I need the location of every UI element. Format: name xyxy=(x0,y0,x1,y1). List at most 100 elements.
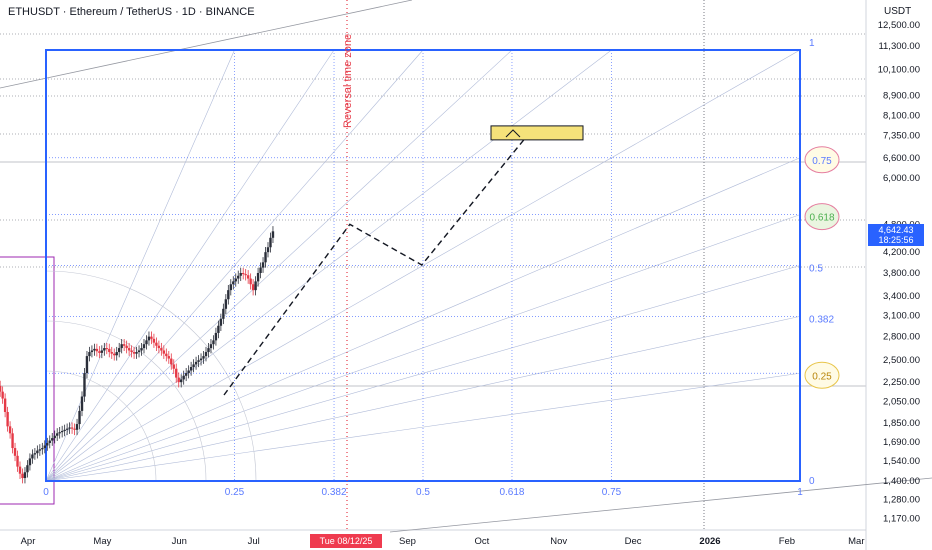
candle-body xyxy=(120,344,123,349)
candle-body xyxy=(70,427,74,429)
candle-body xyxy=(11,433,14,449)
fan-arc xyxy=(45,270,257,482)
price-axis[interactable]: 12,500.00 11,300.00 10,100.00 8,900.00 8,100… xyxy=(878,20,920,524)
fib-level-labels: 0 0.25 0.382 0.5 0.618 0.75 1 1 0.75 0.618 0.5 0.38… xyxy=(43,38,840,498)
candle-body xyxy=(246,275,250,279)
time-axis[interactable]: AprMayJunJulAugSepOctNovDec2026FebMar xyxy=(21,536,865,547)
candle-body xyxy=(239,273,242,276)
candle-body xyxy=(155,342,158,346)
candle-body xyxy=(222,308,225,319)
candle-body xyxy=(21,473,24,479)
candle-body xyxy=(63,429,66,431)
fib-fan-lines xyxy=(45,49,801,482)
fan-line xyxy=(45,49,424,482)
candle-body xyxy=(75,424,79,430)
trend-line xyxy=(0,0,413,89)
time-tick-label: Oct xyxy=(474,536,489,547)
price-tick-label: 1,540.00 xyxy=(883,456,920,467)
fan-line xyxy=(45,49,513,482)
fan-arc xyxy=(45,370,157,482)
reversal-time-zone: Reversal time zone xyxy=(342,0,354,530)
time-tick-label: Sep xyxy=(399,536,416,547)
candle-body xyxy=(209,344,213,349)
fib-label-circle xyxy=(804,203,840,231)
candle-body xyxy=(110,352,113,354)
trend-line xyxy=(389,477,932,533)
time-tick-label: Apr xyxy=(21,536,36,547)
candle-body xyxy=(23,472,27,479)
candle-body xyxy=(18,466,22,474)
price-tick-label: 3,800.00 xyxy=(883,268,920,279)
candle-body xyxy=(135,352,138,354)
candle-body xyxy=(234,278,237,282)
candle-body xyxy=(65,428,69,430)
last-price-tag: 4,642.43 18:25:56 xyxy=(868,224,924,246)
candle-body xyxy=(88,352,91,357)
fib-price-label: 1 xyxy=(809,38,815,49)
price-tick-label: 1,280.00 xyxy=(883,495,920,506)
candle-body xyxy=(162,350,166,354)
candle-body xyxy=(271,231,275,238)
candle-body xyxy=(33,453,37,455)
candle-body xyxy=(167,356,170,359)
candle-body xyxy=(147,336,151,341)
candle-body xyxy=(115,352,118,356)
price-tick-label: 2,050.00 xyxy=(883,397,920,408)
fib-box-outline xyxy=(45,49,801,482)
candle-body xyxy=(266,247,270,253)
candle-body xyxy=(118,348,121,353)
candle-body xyxy=(28,458,32,466)
candle-body xyxy=(73,428,76,430)
candle-body xyxy=(125,345,128,349)
candle-body xyxy=(137,350,141,353)
candle-body xyxy=(142,344,146,349)
candle-body xyxy=(80,396,84,411)
fib-price-label: 0 xyxy=(809,476,815,487)
price-tick-label: 2,250.00 xyxy=(883,377,920,388)
candle-body xyxy=(83,373,86,397)
candle-body xyxy=(145,340,148,345)
price-tick-label: 11,300.00 xyxy=(878,41,920,52)
candle-body xyxy=(204,352,208,357)
symbol-title[interactable]: ETHUSDT · Ethereum / TetherUS · 1D · BIN… xyxy=(8,6,255,18)
candle-body xyxy=(0,385,2,392)
candle-body xyxy=(41,448,44,450)
candle-body xyxy=(113,353,116,356)
range-box-outline xyxy=(0,256,55,505)
price-tick-label: 1,690.00 xyxy=(883,437,920,448)
candle-body xyxy=(251,284,255,291)
candle-body xyxy=(192,364,195,367)
candle-body xyxy=(232,281,235,285)
candle-body xyxy=(244,274,247,276)
fib-time-price-box xyxy=(45,49,801,482)
fib-label-circle xyxy=(804,361,840,389)
candle-body xyxy=(1,391,4,399)
candle-body xyxy=(51,438,54,441)
reversal-time-zone-label: Reversal time zone xyxy=(342,34,354,128)
candle-body xyxy=(172,364,175,369)
price-tick-label: 1,170.00 xyxy=(883,513,920,524)
candle-body xyxy=(194,361,198,365)
price-tick-label: 6,600.00 xyxy=(883,153,920,164)
candle-body xyxy=(184,373,188,376)
currency-label[interactable]: USDT xyxy=(884,6,912,17)
candle-body xyxy=(13,448,17,456)
crosshair-date-tag: Tue 08/12/25 xyxy=(310,534,382,548)
candle-body xyxy=(122,344,126,346)
candle-body xyxy=(217,325,220,333)
candle-body xyxy=(108,348,111,353)
candle-body xyxy=(202,356,205,359)
candle-body xyxy=(182,375,185,380)
candle-body xyxy=(3,398,7,412)
target-zone xyxy=(490,125,584,141)
candle-body xyxy=(132,352,136,354)
candle-body xyxy=(8,426,12,434)
price-tick-label: 1,400.00 xyxy=(883,476,920,487)
candle-body xyxy=(105,348,108,350)
candle-body xyxy=(140,348,143,351)
candle-body xyxy=(256,273,260,282)
price-tick-label: 8,900.00 xyxy=(883,91,920,102)
fan-line xyxy=(45,49,235,482)
